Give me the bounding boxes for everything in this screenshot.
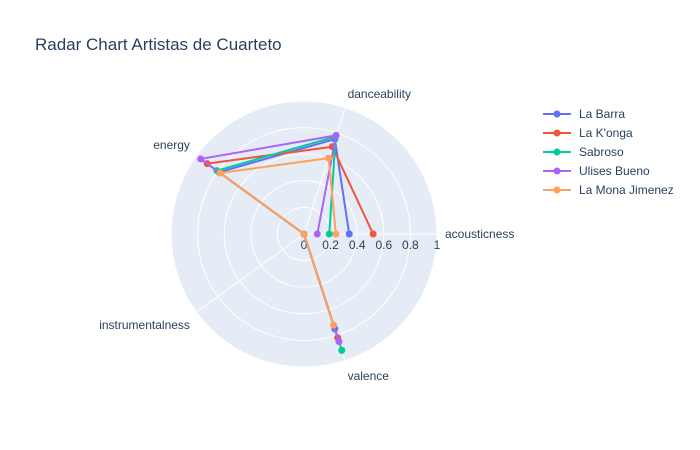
data-point-acousticness[interactable] [369,230,377,238]
axis-label-energy: energy [153,138,190,152]
radial-tick-label: 1 [434,238,441,252]
data-point-acousticness[interactable] [325,230,333,238]
legend-swatch-marker [553,148,561,156]
data-point-valence[interactable] [330,321,338,329]
series-la-mona-jimenez[interactable] [216,154,340,329]
data-point-instrumentalness[interactable] [300,230,308,238]
legend-item-la-k-onga[interactable]: La K'onga [543,126,633,140]
data-point-acousticness[interactable] [345,230,353,238]
radial-tick-label: 0.8 [402,238,419,252]
legend-label: La Barra [579,107,625,121]
legend-swatch-marker [553,110,561,118]
legend-swatch-marker [553,167,561,175]
legend-label: La Mona Jimenez [579,183,674,197]
legend-label: La K'onga [579,126,633,140]
axis-label-valence: valence [348,369,390,383]
grid-spoke-instrumentalness [196,233,305,313]
legend-label: Ulises Bueno [579,164,650,178]
angular-axis-labels: acousticness danceability energy instrument… [99,87,514,383]
legend-label: Sabroso [579,145,624,159]
radial-tick-labels: 0 0.2 0.4 0.6 0.8 1 [301,238,441,252]
legend[interactable]: La Barra La K'onga Sabroso Ulises Bueno La M… [543,107,674,197]
chart-title: Radar Chart Artistas de Cuarteto [35,35,282,54]
radial-tick-label: 0.4 [349,238,366,252]
series-layer [197,131,377,354]
data-point-acousticness[interactable] [313,230,321,238]
data-point-valence[interactable] [338,346,346,354]
legend-swatch-marker [553,186,561,194]
radial-tick-label: 0.2 [322,238,339,252]
axis-label-danceability: danceability [348,87,411,101]
axis-label-instrumentalness: instrumentalness [99,318,190,332]
radial-tick-label: 0 [301,238,308,252]
legend-item-la-barra[interactable]: La Barra [543,107,625,121]
legend-swatch-marker [553,129,561,137]
data-point-acousticness[interactable] [332,230,340,238]
data-point-danceability[interactable] [332,131,340,139]
axis-label-acousticness: acousticness [445,227,514,241]
data-point-valence[interactable] [335,338,343,346]
data-point-energy[interactable] [216,169,224,177]
data-point-energy[interactable] [197,155,205,163]
legend-item-sabroso[interactable]: Sabroso [543,145,624,159]
grid-spoke-danceability [303,107,346,235]
radial-tick-label: 0.6 [375,238,392,252]
legend-item-ulises-bueno[interactable]: Ulises Bueno [543,164,650,178]
legend-item-la-mona-jimenez[interactable]: La Mona Jimenez [543,183,674,197]
data-point-danceability[interactable] [325,154,333,162]
